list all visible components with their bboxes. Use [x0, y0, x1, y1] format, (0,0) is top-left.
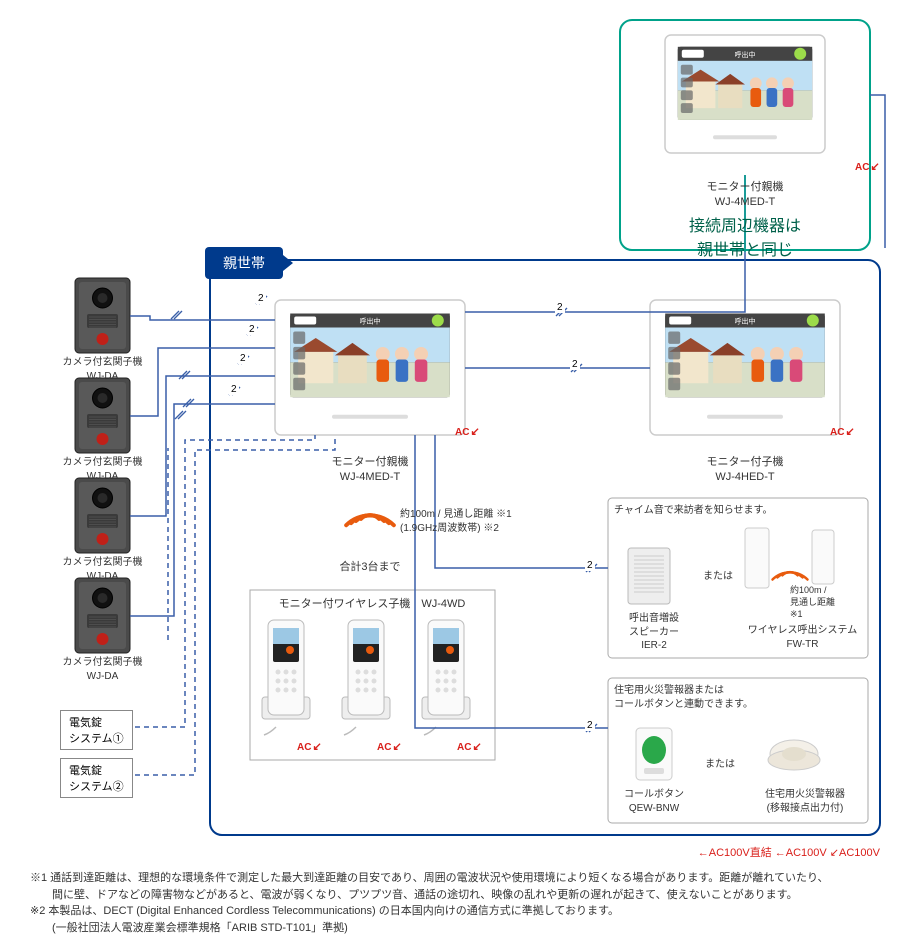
- footnote-1: ※1 通話到達距離は、理想的な環境条件で測定した最大到達距離の目安であり、周囲の…: [30, 870, 870, 936]
- wire-2-label: 2: [585, 720, 595, 731]
- alarm-call-label: コールボタンQEW-BNW: [614, 788, 694, 815]
- chime-or-text: または: [698, 570, 738, 584]
- wire-2-label: 2: [256, 293, 266, 304]
- alarm-or-text: または: [700, 758, 740, 772]
- ac-handset-3: AC: [457, 740, 482, 753]
- wire-2-label: 2: [229, 384, 239, 395]
- wireless-count-text: 合計3台まで: [300, 560, 440, 575]
- ac-legend: ←AC100V直結 ←AC100V ↙AC100V: [560, 844, 880, 860]
- ac-top-monitor: AC: [855, 160, 880, 173]
- alarm-title: 住宅用火災警報器またはコールボタンと連動できます。: [614, 684, 864, 711]
- chime-speaker-label: 呼出音増設スピーカーIER-2: [614, 612, 694, 653]
- wire-2-label: 2: [238, 353, 248, 364]
- chime-wireless-label: ワイヤレス呼出システムFW-TR: [740, 624, 865, 651]
- ac-main-monitor: AC: [455, 425, 480, 438]
- wire-2-label: 2: [247, 324, 257, 335]
- sub-monitor-label: モニター付子機WJ-4HED-T: [650, 455, 840, 485]
- door-station-label: カメラ付玄関子機WJ-DA: [50, 656, 155, 683]
- wire-2-label: 2: [585, 560, 595, 571]
- top-monitor-label: モニター付親機WJ-4MED-T: [620, 180, 870, 210]
- wire-2-label: 2: [570, 359, 580, 370]
- lock-system-2: 電気錠 システム②: [60, 758, 133, 798]
- main-tab: 親世帯: [205, 247, 283, 279]
- top-group-title: 接続周辺機器は親世帯と同じ: [620, 212, 870, 260]
- svg-text:呼出中: 呼出中: [735, 50, 756, 59]
- chime-title: チャイム音で来訪者を知らせます。: [614, 504, 864, 518]
- ac-handset-2: AC: [377, 740, 402, 753]
- door-station-label: カメラ付玄関子機WJ-DA: [50, 556, 155, 583]
- lock-system-1: 電気錠 システム①: [60, 710, 133, 750]
- wireless-set-label: モニター付ワイヤレス子機 WJ-4WD: [252, 597, 492, 612]
- door-station-label: カメラ付玄関子機WJ-DA: [50, 456, 155, 483]
- wireless-range-text: 約100m / 見通し距離 ※1(1.9GHz周波数帯) ※2: [400, 508, 560, 535]
- alarm-smoke-label: 住宅用火災警報器(移報接点出力付): [750, 788, 860, 815]
- wire-2-label: 2: [555, 302, 565, 313]
- ac-sub-monitor: AC: [830, 425, 855, 438]
- main-monitor-label: モニター付親機WJ-4MED-T: [275, 455, 465, 485]
- door-station-label: カメラ付玄関子機WJ-DA: [50, 356, 155, 383]
- chime-wireless-range: 約100m /見通し距離※1: [790, 584, 850, 620]
- ac-handset-1: AC: [297, 740, 322, 753]
- svg-text:呼出中: 呼出中: [360, 317, 381, 326]
- svg-text:呼出中: 呼出中: [735, 317, 756, 326]
